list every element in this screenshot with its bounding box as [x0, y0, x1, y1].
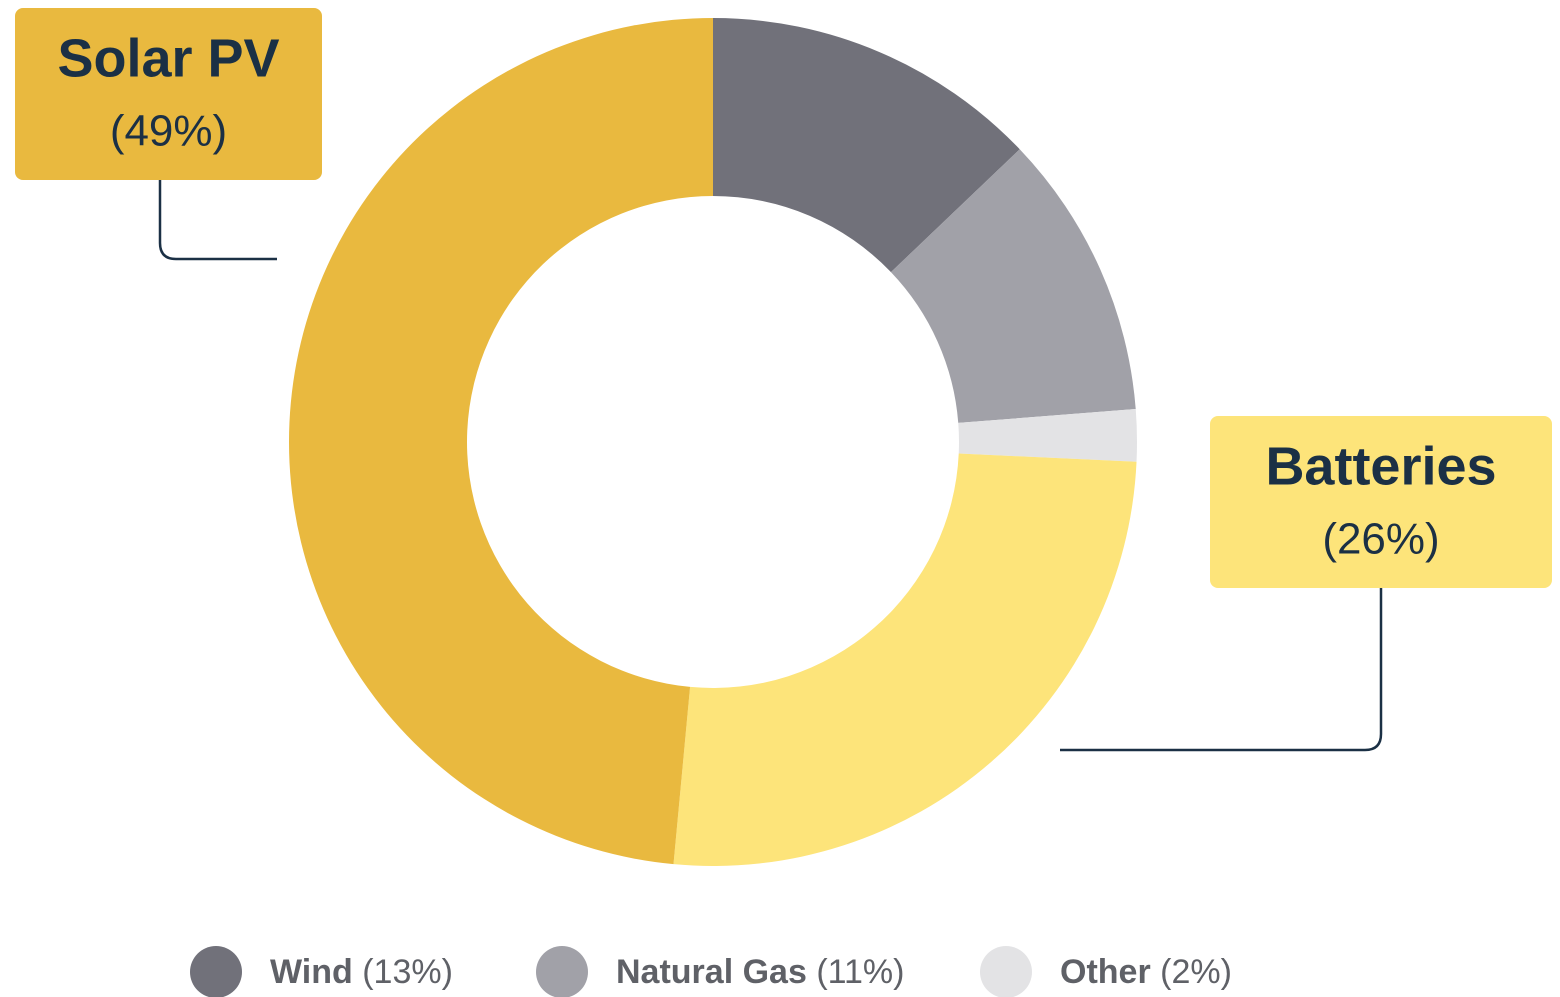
- donut-slice: [673, 453, 1137, 866]
- donut-slice: [890, 149, 1136, 423]
- legend-label: Wind (13%): [270, 953, 453, 991]
- donut-slice: [713, 18, 1020, 273]
- legend-swatch: [190, 946, 242, 997]
- legend-name: Natural Gas: [616, 953, 807, 991]
- legend-swatch: [536, 946, 588, 997]
- callout-value: (49%): [110, 107, 227, 156]
- callout-box: [15, 8, 322, 180]
- donut-slice: [289, 18, 713, 865]
- connector-line: [1060, 588, 1383, 752]
- callout-name: Solar PV: [57, 28, 279, 88]
- callout-value: (26%): [1322, 515, 1439, 564]
- legend-label: Other (2%): [1060, 953, 1232, 991]
- callout-name: Batteries: [1265, 436, 1496, 496]
- legend-value: (11%): [816, 953, 904, 991]
- connector-line: [158, 180, 277, 261]
- legend-label: Natural Gas (11%): [616, 953, 904, 991]
- donut: [289, 18, 1137, 866]
- donut-slice: [958, 409, 1137, 462]
- legend-name: Other: [1060, 953, 1151, 991]
- legend-swatch: [980, 946, 1032, 997]
- legend-name: Wind: [270, 953, 353, 991]
- legend-value: (2%): [1160, 953, 1232, 991]
- legend: Wind (13%) Natural Gas (11%) Other (2%): [190, 946, 1232, 997]
- legend-value: (13%): [362, 953, 453, 991]
- callout-box: [1210, 416, 1552, 588]
- callouts: Batteries (26%) Solar PV (49%): [15, 8, 1552, 588]
